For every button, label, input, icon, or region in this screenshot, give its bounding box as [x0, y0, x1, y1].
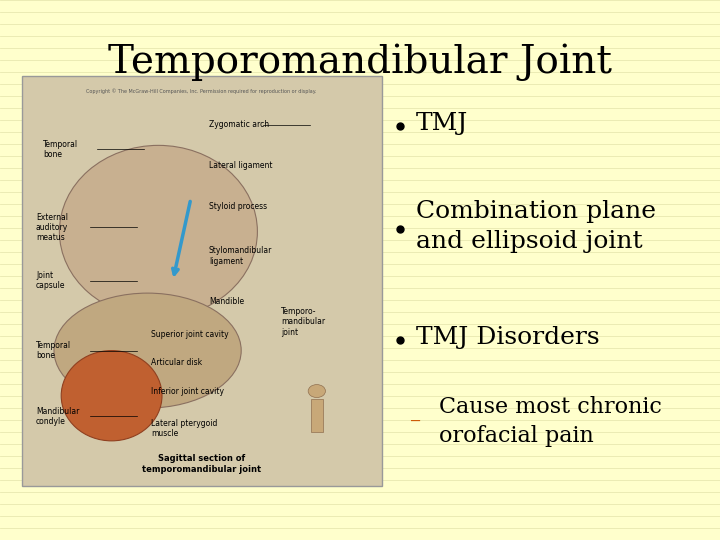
Bar: [311, 399, 323, 431]
Text: TMJ: TMJ: [416, 112, 469, 135]
Text: Temporal
bone: Temporal bone: [43, 140, 78, 159]
Text: Temporal
bone: Temporal bone: [36, 341, 71, 360]
Text: Zygomatic arch: Zygomatic arch: [209, 120, 269, 130]
Text: Temporomandibular Joint: Temporomandibular Joint: [108, 43, 612, 80]
Text: Copyright © The McGraw-Hill Companies, Inc. Permission required for reproduction: Copyright © The McGraw-Hill Companies, I…: [86, 88, 317, 93]
Circle shape: [308, 384, 325, 397]
Text: Mandibular
condyle: Mandibular condyle: [36, 407, 79, 426]
Bar: [22, 76, 382, 486]
Text: Inferior joint cavity: Inferior joint cavity: [151, 387, 224, 396]
Text: Cause most chronic
orofacial pain: Cause most chronic orofacial pain: [439, 396, 662, 447]
Text: Joint
capsule: Joint capsule: [36, 271, 66, 291]
Text: Temporo-
mandibular
joint: Temporo- mandibular joint: [281, 307, 325, 337]
Text: External
auditory
meatus: External auditory meatus: [36, 213, 68, 242]
Ellipse shape: [54, 293, 241, 408]
Text: Lateral ligament: Lateral ligament: [209, 161, 272, 171]
Text: Styloid process: Styloid process: [209, 202, 267, 212]
Text: Mandible: Mandible: [209, 297, 244, 306]
Text: Superior joint cavity: Superior joint cavity: [151, 329, 229, 339]
Text: Combination plane
and ellipsoid joint: Combination plane and ellipsoid joint: [416, 200, 656, 253]
Text: TMJ Disorders: TMJ Disorders: [416, 326, 600, 348]
Text: Stylomandibular
ligament: Stylomandibular ligament: [209, 246, 272, 266]
Ellipse shape: [61, 350, 162, 441]
Text: Sagittal section of
temporomandibular joint: Sagittal section of temporomandibular jo…: [142, 454, 261, 474]
Text: Lateral pterygoid
muscle: Lateral pterygoid muscle: [151, 419, 217, 438]
Text: –: –: [410, 411, 421, 433]
Ellipse shape: [59, 145, 258, 318]
Text: Articular disk: Articular disk: [151, 359, 202, 367]
